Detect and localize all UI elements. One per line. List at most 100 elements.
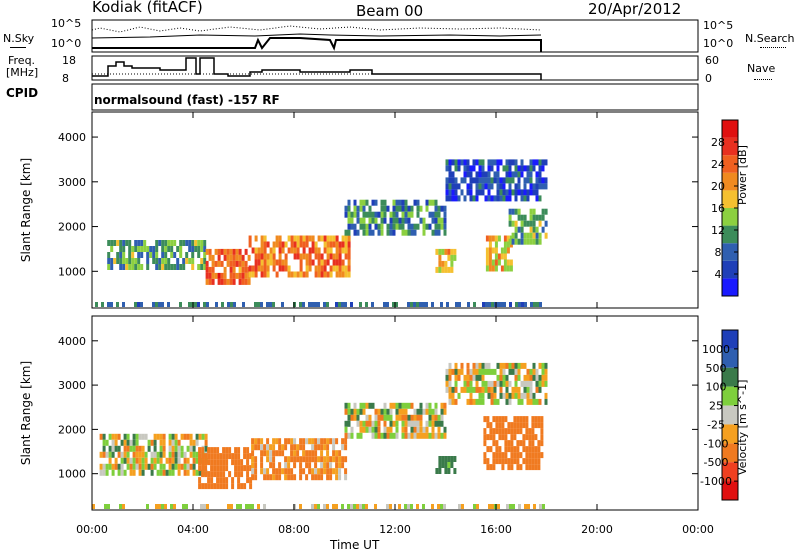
echo-cell [314,444,318,451]
echo-cell [177,469,181,476]
echo-cell [401,426,405,433]
echo-cell [501,416,505,423]
power-colorbar-swatch [722,190,738,208]
echo-cell [203,252,207,258]
near-range-cell [200,504,203,509]
echo-cell [174,451,178,458]
echo-cell [478,165,482,172]
echo-cell [534,422,538,429]
echo-cell [290,474,294,481]
echo-cell [535,214,539,221]
echo-cell [107,252,111,258]
near-range-cell [539,302,542,307]
echo-cell [531,440,535,447]
echo-cell [158,264,162,270]
echo-cell [491,247,495,254]
echo-cell [507,422,511,429]
echo-cell [335,271,339,278]
echo-cell [540,428,544,435]
echo-cell [161,258,165,264]
echo-cell [526,220,530,227]
echo-cell [413,420,417,427]
echo-cell [244,248,248,255]
echo-cell [488,241,492,248]
echo-cell [287,235,291,242]
echo-cell [413,229,417,236]
echo-cell [356,408,360,415]
echo-cell [179,246,183,252]
echo-cell [508,392,512,399]
near-range-cell [92,504,95,509]
echo-cell [440,408,444,415]
echo-cell [425,408,429,415]
echo-cell [341,259,345,266]
echo-cell [323,456,327,463]
echo-cell [422,426,426,433]
echo-cell [234,447,238,454]
echo-cell [438,456,442,462]
echo-cell [520,232,524,239]
echo-cell [501,422,505,429]
echo-cell [410,420,414,427]
echo-cell [219,453,223,460]
echo-cell [395,211,399,218]
near-range-cell [518,302,521,307]
echo-cell [278,259,282,266]
echo-cell [501,464,505,471]
echo-cell [237,471,241,478]
echo-cell [284,438,288,445]
echo-cell [320,444,324,451]
near-range-cell [482,302,485,307]
echo-cell [147,445,151,452]
echo-cell [509,259,513,266]
echo-cell [311,235,315,242]
echo-cell [472,165,476,172]
echo-cell [457,165,461,172]
echo-cell [451,392,455,399]
echo-cell [120,457,124,464]
near-range-cell [260,302,263,307]
echo-cell [469,392,473,399]
echo-cell [293,247,297,254]
y-tick-label: 4000 [58,131,86,144]
echo-cell [225,459,229,466]
echo-cell [511,232,515,239]
near-range-cell [497,504,500,509]
echo-cell [143,246,147,252]
echo-cell [486,416,490,423]
echo-cell [428,402,432,409]
near-range-cell [524,504,527,509]
echo-cell [407,217,411,224]
echo-cell [326,253,330,260]
echo-cell [437,223,441,230]
echo-cell [377,408,381,415]
echo-cell [504,416,508,423]
echo-cell [407,205,411,212]
echo-cell [514,171,518,178]
echo-cell [401,211,405,218]
echo-cell [293,456,297,463]
echo-cell [350,414,354,421]
echo-cell [323,462,327,469]
echo-cell [211,272,215,279]
near-range-cell [272,302,275,307]
echo-cell [135,439,139,446]
echo-cell [495,446,499,453]
echo-cell [102,469,106,476]
echo-cell [114,439,118,446]
echo-cell [269,474,273,481]
echo-cell [425,432,429,439]
echo-cell [260,253,264,260]
echo-cell [141,445,145,452]
echo-cell [529,238,533,245]
echo-cell [229,266,233,273]
echo-cell [272,438,276,445]
echo-cell [528,464,532,471]
echo-cell [299,241,303,248]
power-colorbar-tick-label: 12 [711,224,725,237]
echo-cell [514,232,518,239]
echo-cell [535,238,539,245]
echo-cell [508,183,512,190]
echo-cell [159,463,163,470]
echo-cell [438,266,442,273]
